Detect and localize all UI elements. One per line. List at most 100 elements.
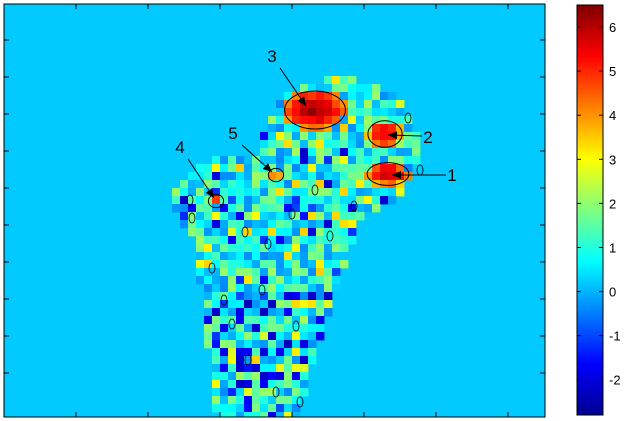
hotspot-arrowhead xyxy=(205,188,214,198)
heatmap-cell xyxy=(228,340,237,349)
heatmap-cell xyxy=(284,412,293,417)
heatmap-cell xyxy=(252,364,261,373)
heatmap-cell xyxy=(292,340,301,349)
heatmap-cell xyxy=(316,292,325,301)
heatmap-cell xyxy=(316,84,325,93)
heatmap-cell xyxy=(356,204,365,213)
heatmap-cell xyxy=(244,188,253,197)
heatmap-cell xyxy=(332,276,341,285)
heatmap-cell xyxy=(212,404,221,413)
heatmap-cell xyxy=(268,156,277,165)
colorbar-tick-label: 4 xyxy=(609,108,616,123)
heatmap-cell xyxy=(284,300,293,309)
heatmap-cell xyxy=(212,292,221,301)
colorbar-tick-label: 1 xyxy=(609,240,616,255)
heatmap-cell xyxy=(356,124,365,133)
heatmap-cell xyxy=(276,132,285,141)
heatmap-cell xyxy=(324,100,333,109)
heatmap-cell xyxy=(348,236,357,245)
heatmap-cell xyxy=(244,412,253,417)
heatmap-cell xyxy=(348,116,357,125)
heatmap-cell xyxy=(212,316,221,325)
heatmap-cell xyxy=(260,356,269,365)
heatmap-cell xyxy=(316,212,325,221)
heatmap-cell xyxy=(220,172,229,181)
heatmap-cell xyxy=(220,212,229,221)
heatmap-cell xyxy=(276,412,285,417)
heatmap-cell xyxy=(340,220,349,229)
heatmap-cell xyxy=(388,172,397,181)
heatmap-cell xyxy=(284,196,293,205)
heatmap-cell xyxy=(300,316,309,325)
heatmap-cell xyxy=(268,340,277,349)
heatmap-cell xyxy=(292,108,301,117)
heatmap-cell xyxy=(284,364,293,373)
heatmap-cell xyxy=(220,332,229,341)
heatmap-cell xyxy=(284,252,293,261)
heatmap-cell xyxy=(252,268,261,277)
heatmap-cell xyxy=(372,148,381,157)
heatmap-cell xyxy=(252,156,261,165)
heatmap-cell xyxy=(252,308,261,317)
heatmap-cell xyxy=(300,92,309,101)
heatmap-cells xyxy=(172,76,421,417)
heatmap-cell xyxy=(308,252,317,261)
contour-line xyxy=(326,230,334,242)
heatmap-cell xyxy=(236,276,245,285)
heatmap-cell xyxy=(252,276,261,285)
heatmap-cell xyxy=(308,332,317,341)
heatmap-cell xyxy=(284,372,293,381)
heatmap-cell xyxy=(204,252,213,261)
heatmap-cell xyxy=(244,252,253,261)
contour-line xyxy=(292,320,300,332)
heatmap-cell xyxy=(340,108,349,117)
heatmap-cell xyxy=(228,308,237,317)
heatmap-cell xyxy=(268,316,277,325)
heatmap-cell xyxy=(340,148,349,157)
heatmap-cell xyxy=(244,300,253,309)
heatmap-cell xyxy=(340,180,349,189)
heatmap-cell xyxy=(332,140,341,149)
heatmap-cell xyxy=(348,228,357,237)
heatmap-cell xyxy=(236,260,245,269)
heatmap-cell xyxy=(236,364,245,373)
heatmap-cell xyxy=(204,268,213,277)
heatmap-cell xyxy=(228,348,237,357)
heatmap-cell xyxy=(268,268,277,277)
heatmap-cell xyxy=(300,228,309,237)
heatmap-cell xyxy=(188,188,197,197)
colorbar-tick-label: 3 xyxy=(609,152,616,167)
heatmap-cell xyxy=(276,188,285,197)
heatmap-cell xyxy=(260,148,269,157)
heatmap-cell xyxy=(252,212,261,221)
heatmap-cell xyxy=(236,404,245,413)
heatmap-cell xyxy=(268,276,277,285)
heatmap-cell xyxy=(348,188,357,197)
heatmap-cell xyxy=(284,180,293,189)
heatmap-cell xyxy=(236,156,245,165)
contour-line xyxy=(220,294,228,306)
heatmap-cell xyxy=(276,156,285,165)
heatmap-cell xyxy=(236,196,245,205)
heatmap-cell xyxy=(204,284,213,293)
heatmap-cell xyxy=(212,300,221,309)
heatmap-cell xyxy=(252,164,261,173)
heatmap-cell xyxy=(380,156,389,165)
heatmap-cell xyxy=(204,180,213,189)
heatmap-cell xyxy=(372,100,381,109)
heatmap-cell xyxy=(252,180,261,189)
heatmap-cell xyxy=(324,244,333,253)
heatmap-cell xyxy=(308,308,317,317)
heatmap-cell xyxy=(236,212,245,221)
heatmap-cell xyxy=(300,244,309,253)
heatmap-cell xyxy=(316,108,325,117)
heatmap-cell xyxy=(372,196,381,205)
heatmap-cell xyxy=(236,164,245,173)
heatmap-cell xyxy=(364,108,373,117)
heatmap-cell xyxy=(188,212,197,221)
heatmap-cell xyxy=(292,412,301,417)
heatmap-cell xyxy=(268,164,277,173)
heatmap-cell xyxy=(260,236,269,245)
heatmap-cell xyxy=(276,124,285,133)
heatmap-cell xyxy=(284,396,293,405)
